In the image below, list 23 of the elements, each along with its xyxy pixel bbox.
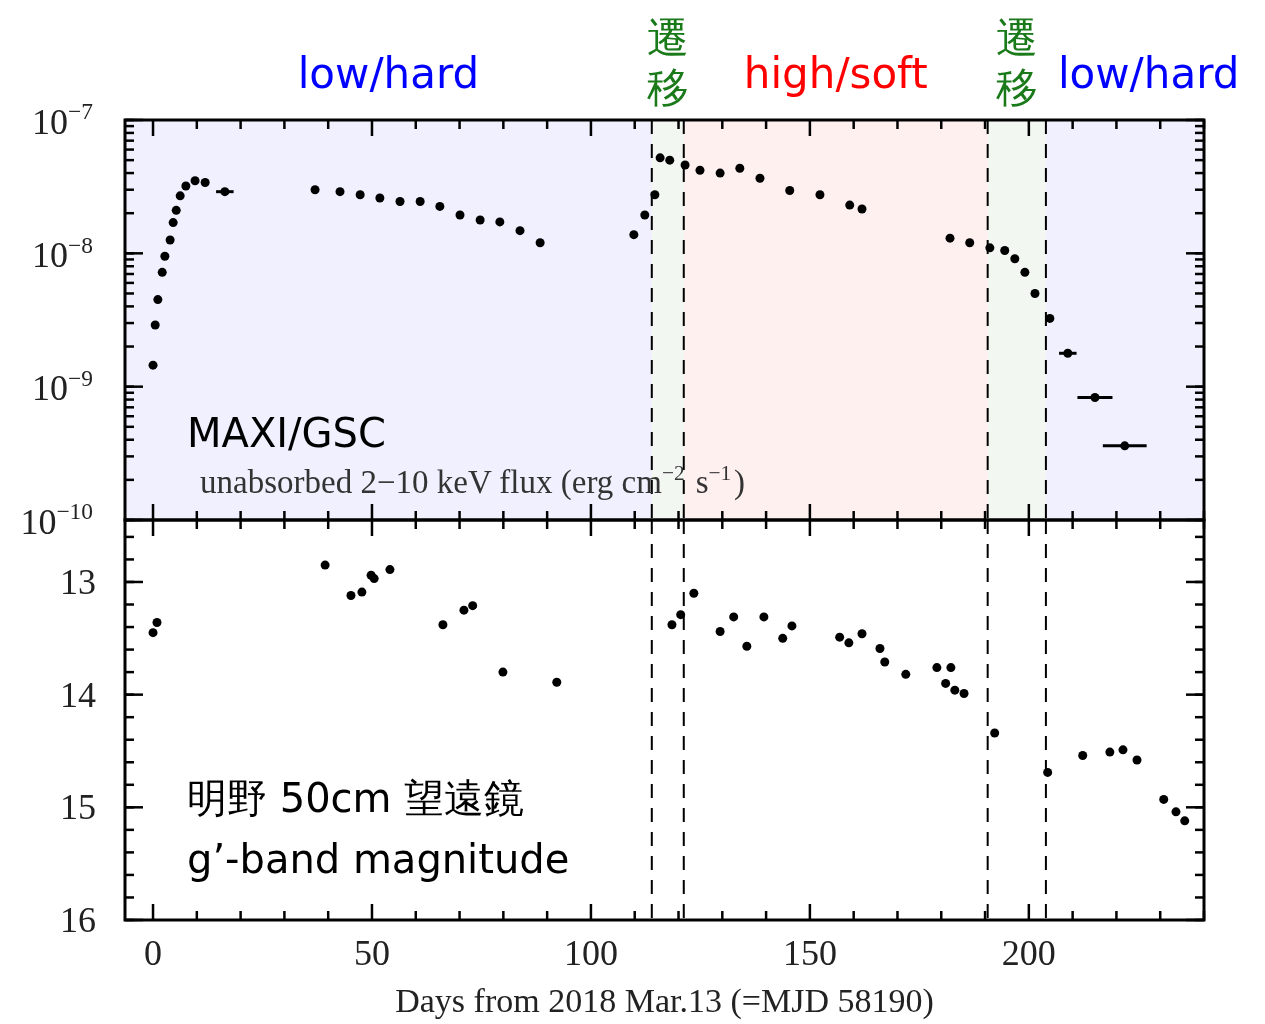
- band-label: 遷移: [646, 13, 689, 112]
- y-axis-title: unabsorbed 2−10 keV flux (erg cm$^{−2}$ s$^{−1}$): [200, 460, 746, 501]
- band-label: low/hard: [1057, 49, 1240, 98]
- y-axis-title: g’-band magnitude: [187, 836, 570, 882]
- x-axis-title: Days from 2018 Mar.13 (=MJD 58190): [395, 982, 934, 1020]
- y-tick-label: 10$^{−9}$: [32, 364, 93, 409]
- y-tick-label: 14: [60, 674, 96, 715]
- x-tick-label: 150: [782, 933, 837, 973]
- x-tick-label: 50: [353, 933, 390, 973]
- x-tick-label: 200: [1001, 933, 1056, 973]
- y-tick-label: 10$^{−8}$: [32, 231, 93, 276]
- annotation: MAXI/GSC: [187, 410, 386, 456]
- annotation: 明野 50cm 望遠鏡: [187, 775, 525, 821]
- y-tick-label: 10$^{−10}$: [20, 498, 93, 542]
- y-tick-label: 10$^{−7}$: [32, 98, 94, 142]
- band-label: high/soft: [743, 49, 928, 98]
- x-tick-label: 0: [144, 933, 163, 973]
- band-label: low/hard: [297, 49, 480, 98]
- band-label: 遷移: [995, 13, 1038, 112]
- y-tick-label: 15: [60, 787, 96, 828]
- y-tick-label: 16: [60, 900, 96, 940]
- y-tick-label: 13: [60, 561, 96, 602]
- x-tick-label: 100: [563, 933, 618, 973]
